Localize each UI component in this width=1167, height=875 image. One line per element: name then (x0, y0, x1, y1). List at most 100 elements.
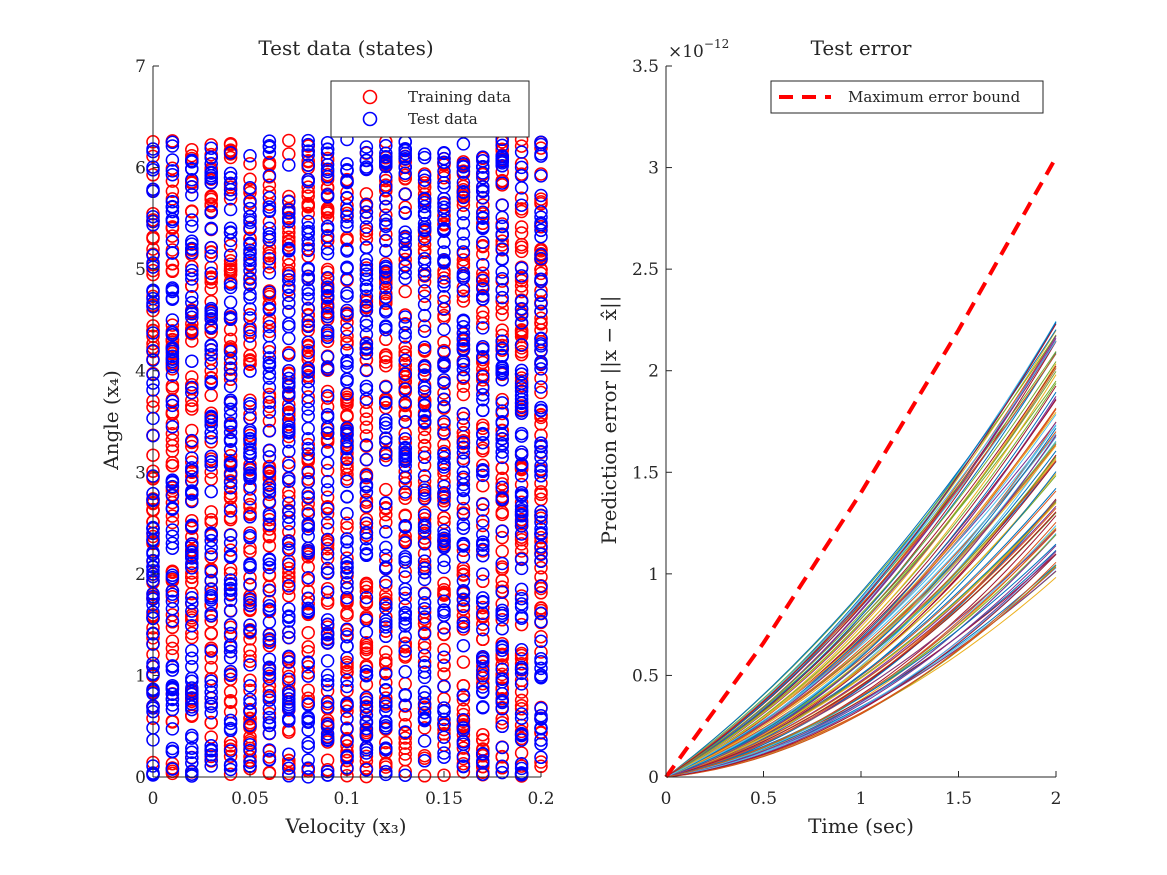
test-data-point (262, 285, 277, 299)
test-data-point (417, 469, 432, 483)
training-data-point (243, 673, 257, 688)
test-data-point (514, 404, 529, 418)
test-data-point (456, 165, 471, 179)
test-data-point (243, 595, 257, 610)
training-data-point (437, 271, 451, 285)
training-data-point (534, 315, 548, 330)
training-data-point (359, 580, 374, 595)
test-data-point (417, 147, 432, 162)
test-data-point (437, 553, 451, 568)
test-data-point (243, 287, 257, 301)
right-x-tick-label: 2 (1051, 789, 1062, 809)
training-data-point (495, 301, 509, 316)
test-data-point (437, 750, 451, 764)
training-data-point (243, 632, 257, 646)
training-data-point (282, 570, 296, 585)
error-trajectory-line (665, 371, 1057, 778)
training-data-point (301, 180, 315, 194)
training-data-point (417, 245, 432, 260)
test-data-point (514, 768, 529, 782)
test-data-point (185, 474, 199, 488)
training-data-point (340, 768, 354, 783)
left-y-tick-label: 1 (135, 666, 146, 686)
test-data-point (534, 169, 548, 183)
test-data-point (534, 655, 548, 669)
test-data-point (340, 219, 354, 234)
training-data-point (340, 655, 354, 670)
training-data-point (379, 173, 393, 188)
test-data-point (223, 248, 238, 263)
test-data-point (204, 266, 218, 281)
test-data-point (359, 327, 374, 342)
test-data-point (398, 629, 412, 644)
training-data-point (398, 398, 412, 413)
training-data-point (379, 286, 393, 301)
test-data-point (282, 672, 296, 686)
test-data-point (223, 504, 238, 518)
training-data-point (437, 335, 451, 349)
test-data-point (282, 194, 296, 209)
test-data-point (223, 604, 238, 618)
test-data-point (495, 428, 509, 442)
test-data-point (456, 712, 471, 727)
test-data-point (165, 359, 180, 374)
training-data-point (534, 561, 548, 575)
training-data-point (301, 665, 315, 680)
test-data-point (534, 288, 548, 303)
training-data-point (359, 640, 374, 655)
training-data-point (340, 520, 354, 535)
test-data-point (514, 145, 529, 159)
training-data-point (514, 244, 529, 259)
test-data-point (165, 541, 180, 555)
test-data-point (204, 685, 218, 699)
test-data-point (204, 306, 218, 321)
test-data-point (379, 435, 393, 450)
test-data-point (476, 339, 490, 354)
training-data-point (534, 141, 548, 155)
training-data-point (398, 171, 412, 185)
test-data-point (417, 610, 432, 624)
training-data-point (165, 641, 180, 656)
test-data-point (437, 498, 451, 512)
test-data-point (417, 486, 432, 500)
training-data-point (379, 482, 393, 497)
test-data-point (243, 272, 257, 286)
test-data-point (340, 489, 354, 504)
test-data-point (514, 160, 529, 175)
test-data-point (243, 755, 257, 769)
training-data-point (534, 371, 548, 386)
test-data-point (262, 710, 277, 725)
test-data-point (262, 661, 277, 676)
test-data-point (417, 340, 432, 354)
test-data-point (320, 566, 335, 580)
test-data-point (514, 468, 529, 483)
error-trajectory-line (665, 352, 1057, 778)
test-data-point (320, 561, 335, 576)
test-data-point (165, 745, 180, 759)
training-data-point (282, 235, 296, 249)
training-data-point (437, 386, 451, 400)
test-data-point (398, 725, 412, 739)
test-data-point (340, 322, 354, 337)
test-data-point (495, 219, 509, 234)
test-data-point (320, 135, 335, 150)
test-data-point (514, 376, 529, 391)
training-data-point (223, 372, 238, 387)
test-data-point (359, 346, 374, 361)
test-data-point (534, 251, 548, 266)
test-data-point (185, 188, 199, 202)
test-data-point (534, 229, 548, 244)
training-data-point (243, 393, 257, 408)
test-data-point (204, 679, 218, 693)
test-data-point (417, 601, 432, 616)
test-data-point (534, 554, 548, 569)
test-data-point (534, 304, 548, 319)
test-data-point (359, 282, 374, 297)
test-data-point (359, 303, 374, 317)
test-data-point (359, 499, 374, 513)
test-data-point (476, 649, 490, 664)
test-data-point (223, 146, 238, 160)
test-data-point (243, 246, 257, 260)
training-data-point (243, 643, 257, 657)
test-data-point (282, 496, 296, 510)
